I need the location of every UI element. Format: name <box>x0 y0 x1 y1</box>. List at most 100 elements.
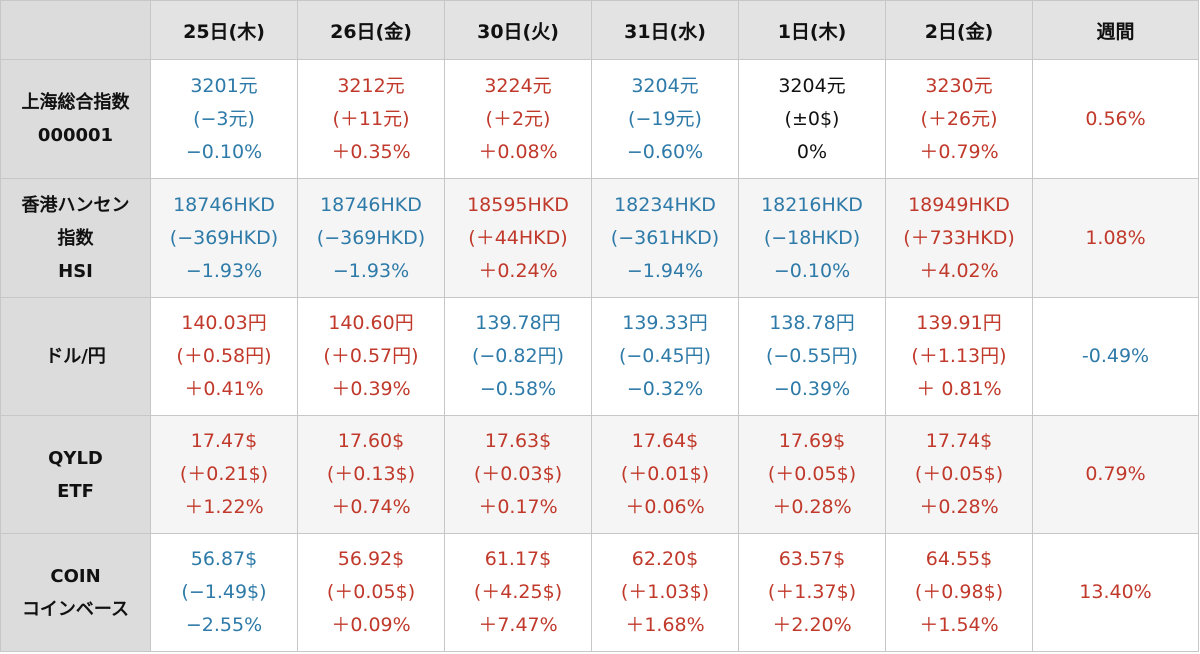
day-cell: 139.78円 (−0.82円) −0.58% <box>444 297 592 416</box>
cell-change: (−19元) <box>628 107 702 130</box>
header-day-5: 1日(木) <box>738 0 886 60</box>
cell-pct: ＋1.68% <box>625 614 705 636</box>
cell-pct: −2.55% <box>185 614 263 636</box>
cell-pct: ＋1.22% <box>184 496 264 518</box>
cell-change: (＋0.05$) <box>767 463 857 485</box>
cell-pct: −1.93% <box>332 259 410 282</box>
cell-pct: −1.93% <box>185 259 263 282</box>
week-value: 13.40% <box>1079 581 1152 603</box>
day-cell: 139.91円 (＋1.13円) ＋ 0.81% <box>885 297 1033 416</box>
cell-pct: ＋4.02% <box>919 259 999 282</box>
day-cell: 140.03円 (＋0.58円) ＋0.41% <box>150 297 298 416</box>
day-cell: 17.64$ (＋0.01$) ＋0.06% <box>591 415 739 534</box>
cell-change: (−18HKD) <box>763 226 861 249</box>
row-label-line: 指数 <box>57 227 94 249</box>
day-cell: 61.17$ (＋4.25$) ＋7.47% <box>444 533 592 652</box>
row-label-line: QYLD <box>48 447 103 469</box>
cell-price: 56.92$ <box>337 548 405 570</box>
day-cell: 17.47$ (＋0.21$) ＋1.22% <box>150 415 298 534</box>
week-cell: 1.08% <box>1032 178 1199 298</box>
cell-change: (＋0.13$) <box>326 463 416 485</box>
row-label-line: 上海総合指数 <box>21 92 130 113</box>
day-cell: 3230元 (＋26元) ＋0.79% <box>885 59 1033 179</box>
day-cell: 17.60$ (＋0.13$) ＋0.74% <box>297 415 445 534</box>
row-label-line: ドル/円 <box>45 346 106 367</box>
row-label-line: COIN <box>50 565 101 587</box>
row-label-line: 000001 <box>37 125 114 146</box>
header-row: 25日(木) 26日(金) 30日(火) 31日(水) 1日(木) 2日(金) … <box>0 0 1199 60</box>
table-row: QYLD ETF 17.47$ (＋0.21$) ＋1.22% 17.60$ (＋0.13$… <box>0 415 1199 534</box>
week-cell: 0.79% <box>1032 415 1199 534</box>
row-label-line: HSI <box>58 260 93 282</box>
cell-price: 61.17$ <box>484 548 552 570</box>
day-cell: 56.87$ (−1.49$) −2.55% <box>150 533 298 652</box>
table-row: COIN コインベース 56.87$ (−1.49$) −2.55% 56.92$ (＋0.… <box>0 533 1199 652</box>
cell-price: 3230元 <box>925 74 993 97</box>
header-day-1: 25日(木) <box>150 0 298 60</box>
week-value: -0.49% <box>1081 345 1150 367</box>
cell-change: (＋26元) <box>920 107 998 130</box>
cell-pct: ＋0.08% <box>478 140 558 163</box>
cell-pct: 0% <box>796 140 828 163</box>
cell-change: (＋0.21$) <box>179 463 269 485</box>
day-cell: 17.74$ (＋0.05$) ＋0.28% <box>885 415 1033 534</box>
header-day-3: 30日(火) <box>444 0 592 60</box>
cell-change: (−1.49$) <box>181 581 267 603</box>
cell-price: 139.91円 <box>916 312 1002 334</box>
cell-price: 138.78円 <box>769 312 855 334</box>
day-cell: 17.69$ (＋0.05$) ＋0.28% <box>738 415 886 534</box>
cell-price: 140.03円 <box>181 312 267 334</box>
week-value: 1.08% <box>1085 226 1146 249</box>
day-cell: 18949HKD (＋733HKD) ＋4.02% <box>885 178 1033 298</box>
header-week: 週間 <box>1032 0 1199 60</box>
day-cell: 3224元 (＋2元) ＋0.08% <box>444 59 592 179</box>
cell-price: 139.78円 <box>475 312 561 334</box>
cell-change: (±0$) <box>784 107 840 130</box>
cell-price: 17.74$ <box>925 430 993 452</box>
cell-change: (＋44HKD) <box>468 226 568 249</box>
cell-change: (＋4.25$) <box>473 581 563 603</box>
cell-change: (＋0.57円) <box>323 345 419 367</box>
cell-change: (＋11元) <box>332 107 410 130</box>
cell-change: (＋733HKD) <box>903 226 1015 249</box>
row-label: COIN コインベース <box>0 533 151 652</box>
day-cell: 3212元 (＋11元) ＋0.35% <box>297 59 445 179</box>
day-cell: 62.20$ (＋1.03$) ＋1.68% <box>591 533 739 652</box>
cell-pct: ＋0.35% <box>331 140 411 163</box>
header-day-2: 26日(金) <box>297 0 445 60</box>
header-day-4: 31日(水) <box>591 0 739 60</box>
cell-price: 63.57$ <box>778 548 846 570</box>
cell-price: 56.87$ <box>190 548 258 570</box>
cell-pct: ＋0.28% <box>919 496 999 518</box>
cell-price: 17.64$ <box>631 430 699 452</box>
row-label-line: コインベース <box>21 598 130 620</box>
cell-pct: −0.58% <box>479 378 557 400</box>
cell-price: 3212元 <box>337 74 405 97</box>
cell-price: 18234HKD <box>614 193 716 216</box>
cell-change: (−369HKD) <box>169 226 279 249</box>
cell-price: 64.55$ <box>925 548 993 570</box>
cell-change: (＋0.58円) <box>176 345 272 367</box>
cell-change: (＋0.01$) <box>620 463 710 485</box>
cell-change: (−3元) <box>193 107 255 130</box>
cell-price: 18949HKD <box>908 193 1010 216</box>
cell-pct: ＋0.41% <box>184 378 264 400</box>
table-row: 香港ハンセン 指数 HSI 18746HKD (−369HKD) −1.93% 18746H… <box>0 178 1199 298</box>
cell-pct: ＋0.74% <box>331 496 411 518</box>
day-cell: 140.60円 (＋0.57円) ＋0.39% <box>297 297 445 416</box>
cell-price: 62.20$ <box>631 548 699 570</box>
cell-change: (＋0.05$) <box>326 581 416 603</box>
cell-change: (＋0.03$) <box>473 463 563 485</box>
cell-price: 18746HKD <box>173 193 275 216</box>
cell-change: (＋1.37$) <box>767 581 857 603</box>
cell-change: (＋2元) <box>485 107 551 130</box>
day-cell: 18746HKD (−369HKD) −1.93% <box>297 178 445 298</box>
week-cell: 13.40% <box>1032 533 1199 652</box>
cell-pct: ＋0.39% <box>331 378 411 400</box>
row-label-line: 香港ハンセン <box>21 194 130 216</box>
table-header: 25日(木) 26日(金) 30日(火) 31日(水) 1日(木) 2日(金) … <box>0 0 1199 60</box>
cell-price: 3201元 <box>190 74 258 97</box>
cell-change: (＋0.05$) <box>914 463 1004 485</box>
row-label: ドル/円 <box>0 297 151 416</box>
